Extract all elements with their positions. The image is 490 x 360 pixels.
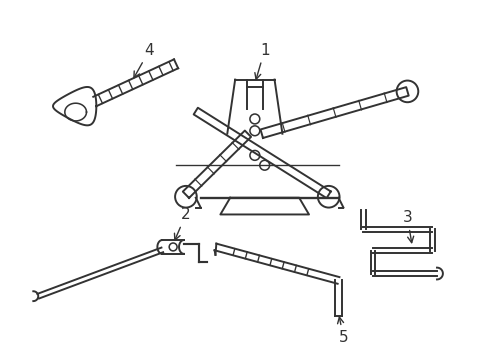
Text: 2: 2: [174, 207, 191, 240]
Text: 4: 4: [134, 42, 154, 78]
Text: 3: 3: [403, 210, 414, 243]
Text: 1: 1: [255, 42, 270, 79]
Text: 5: 5: [338, 317, 348, 345]
